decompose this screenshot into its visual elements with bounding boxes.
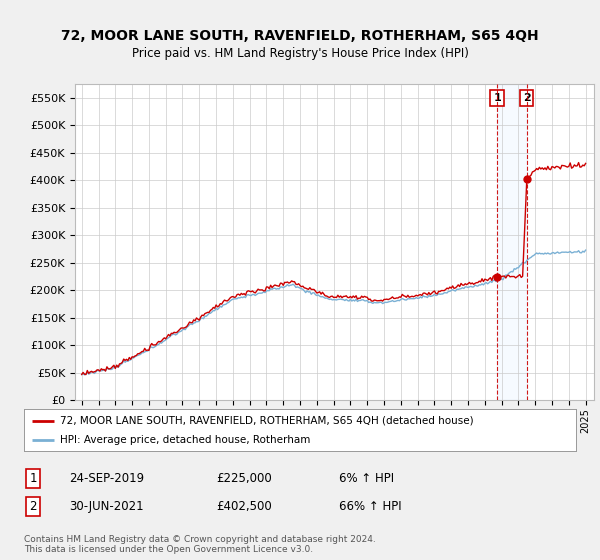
Text: 72, MOOR LANE SOUTH, RAVENFIELD, ROTHERHAM, S65 4QH: 72, MOOR LANE SOUTH, RAVENFIELD, ROTHERH… xyxy=(61,29,539,44)
Text: £402,500: £402,500 xyxy=(216,500,272,514)
Text: 2: 2 xyxy=(523,93,530,103)
Text: £225,000: £225,000 xyxy=(216,472,272,486)
Bar xyxy=(497,84,527,400)
Text: 24-SEP-2019: 24-SEP-2019 xyxy=(69,472,144,486)
Text: Contains HM Land Registry data © Crown copyright and database right 2024.
This d: Contains HM Land Registry data © Crown c… xyxy=(24,535,376,554)
Text: 6% ↑ HPI: 6% ↑ HPI xyxy=(339,472,394,486)
Text: 1: 1 xyxy=(493,93,501,103)
Text: 66% ↑ HPI: 66% ↑ HPI xyxy=(339,500,401,514)
Text: Price paid vs. HM Land Registry's House Price Index (HPI): Price paid vs. HM Land Registry's House … xyxy=(131,46,469,60)
Text: HPI: Average price, detached house, Rotherham: HPI: Average price, detached house, Roth… xyxy=(60,435,310,445)
Text: 2: 2 xyxy=(29,500,37,514)
Text: 72, MOOR LANE SOUTH, RAVENFIELD, ROTHERHAM, S65 4QH (detached house): 72, MOOR LANE SOUTH, RAVENFIELD, ROTHERH… xyxy=(60,416,473,426)
Text: 1: 1 xyxy=(29,472,37,486)
Text: 30-JUN-2021: 30-JUN-2021 xyxy=(69,500,143,514)
